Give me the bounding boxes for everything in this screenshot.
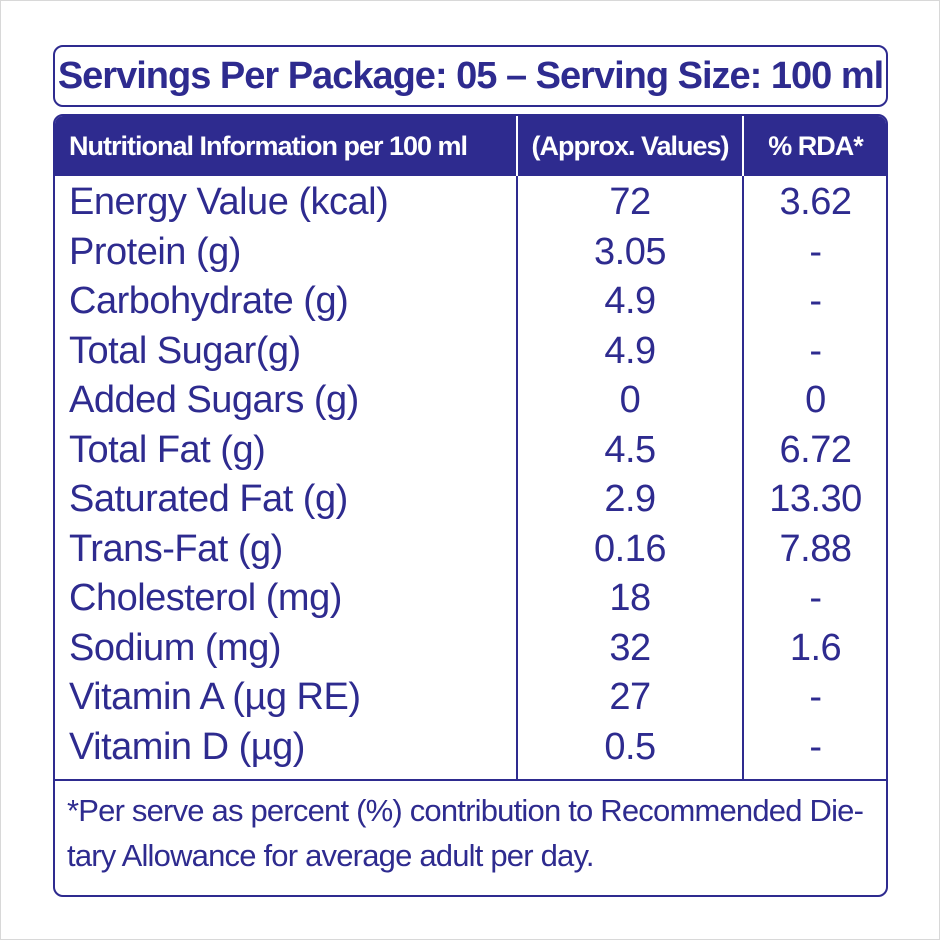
table-header-row: Nutritional Information per 100 ml (Appr… — [55, 116, 886, 176]
nutrient-name: Cholesterol (mg) — [69, 577, 342, 620]
table-row: Total Sugar(g) 4.9 - — [55, 327, 886, 377]
table-row: Added Sugars (g) 0 0 — [55, 376, 886, 426]
nutrient-rda: - — [809, 725, 822, 768]
nutrient-rda: 13.30 — [769, 478, 862, 521]
nutrient-rda: - — [809, 280, 822, 323]
column-divider-2 — [742, 116, 744, 779]
nutrient-value: 3.05 — [594, 230, 666, 273]
nutrient-value: 0 — [619, 379, 641, 422]
table-row: Cholesterol (mg) 18 - — [55, 574, 886, 624]
nutrition-table: Nutritional Information per 100 ml (Appr… — [53, 114, 888, 897]
table-row: Carbohydrate (g) 4.9 - — [55, 277, 886, 327]
nutrient-name: Vitamin A (µg RE) — [69, 676, 361, 719]
footnote-line-1: *Per serve as percent (%) contribution t… — [67, 793, 864, 828]
nutrient-value: 0.5 — [604, 725, 656, 768]
table-row: Protein (g) 3.05 - — [55, 228, 886, 278]
nutrient-name: Saturated Fat (g) — [69, 478, 348, 521]
table-row: Sodium (mg) 32 1.6 — [55, 624, 886, 674]
column-divider-1 — [516, 116, 518, 779]
nutrient-rda: 0 — [805, 379, 826, 422]
nutrient-value: 27 — [609, 676, 651, 719]
nutrient-value: 4.9 — [604, 329, 656, 372]
servings-header-text: Servings Per Package: 05 – Serving Size:… — [57, 54, 884, 97]
nutrient-value: 4.5 — [604, 428, 656, 471]
nutrient-value: 2.9 — [604, 478, 656, 521]
nutrient-rda: 6.72 — [779, 428, 852, 471]
nutrient-value: 72 — [609, 181, 651, 224]
footnote-divider — [55, 779, 886, 781]
nutrient-name: Total Fat (g) — [69, 428, 266, 471]
table-row: Vitamin D (µg) 0.5 - — [55, 723, 886, 773]
nutrient-rda: - — [809, 577, 822, 620]
table-row: Trans-Fat (g) 0.16 7.88 — [55, 525, 886, 575]
table-row: Vitamin A (µg RE) 27 - — [55, 673, 886, 723]
footnote-line-2: tary Allowance for average adult per day… — [67, 838, 594, 873]
nutrient-name: Carbohydrate (g) — [69, 280, 349, 323]
header-divider-1 — [516, 116, 518, 176]
nutrient-value: 0.16 — [594, 527, 666, 570]
nutrient-name: Energy Value (kcal) — [69, 181, 389, 224]
nutrient-rda: 1.6 — [789, 626, 842, 669]
nutrient-rda: 3.62 — [779, 181, 852, 224]
table-body: Energy Value (kcal) 72 3.62 Protein (g) … — [55, 178, 886, 772]
nutrient-name: Total Sugar(g) — [69, 329, 301, 372]
nutrient-value: 18 — [609, 577, 651, 620]
nutrient-rda: - — [809, 676, 822, 719]
table-row: Energy Value (kcal) 72 3.62 — [55, 178, 886, 228]
column-header-rda: % RDA* — [768, 130, 864, 161]
nutrient-name: Added Sugars (g) — [69, 379, 359, 422]
table-row: Total Fat (g) 4.5 6.72 — [55, 426, 886, 476]
column-header-value: (Approx. Values) — [531, 130, 729, 161]
nutrient-name: Sodium (mg) — [69, 626, 282, 669]
nutrient-name: Vitamin D (µg) — [69, 725, 305, 768]
header-divider-2 — [742, 116, 744, 176]
rda-footnote: *Per serve as percent (%) contribution t… — [67, 788, 872, 878]
nutrient-name: Trans-Fat (g) — [69, 527, 283, 570]
column-header-nutrient: Nutritional Information per 100 ml — [69, 130, 468, 161]
nutrient-rda: - — [809, 329, 822, 372]
nutrient-name: Protein (g) — [69, 230, 241, 273]
nutrient-rda: 7.88 — [779, 527, 852, 570]
nutrient-value: 32 — [609, 626, 651, 669]
table-row: Saturated Fat (g) 2.9 13.30 — [55, 475, 886, 525]
nutrient-rda: - — [809, 230, 822, 273]
nutrient-value: 4.9 — [604, 280, 656, 323]
servings-header: Servings Per Package: 05 – Serving Size:… — [53, 45, 888, 107]
